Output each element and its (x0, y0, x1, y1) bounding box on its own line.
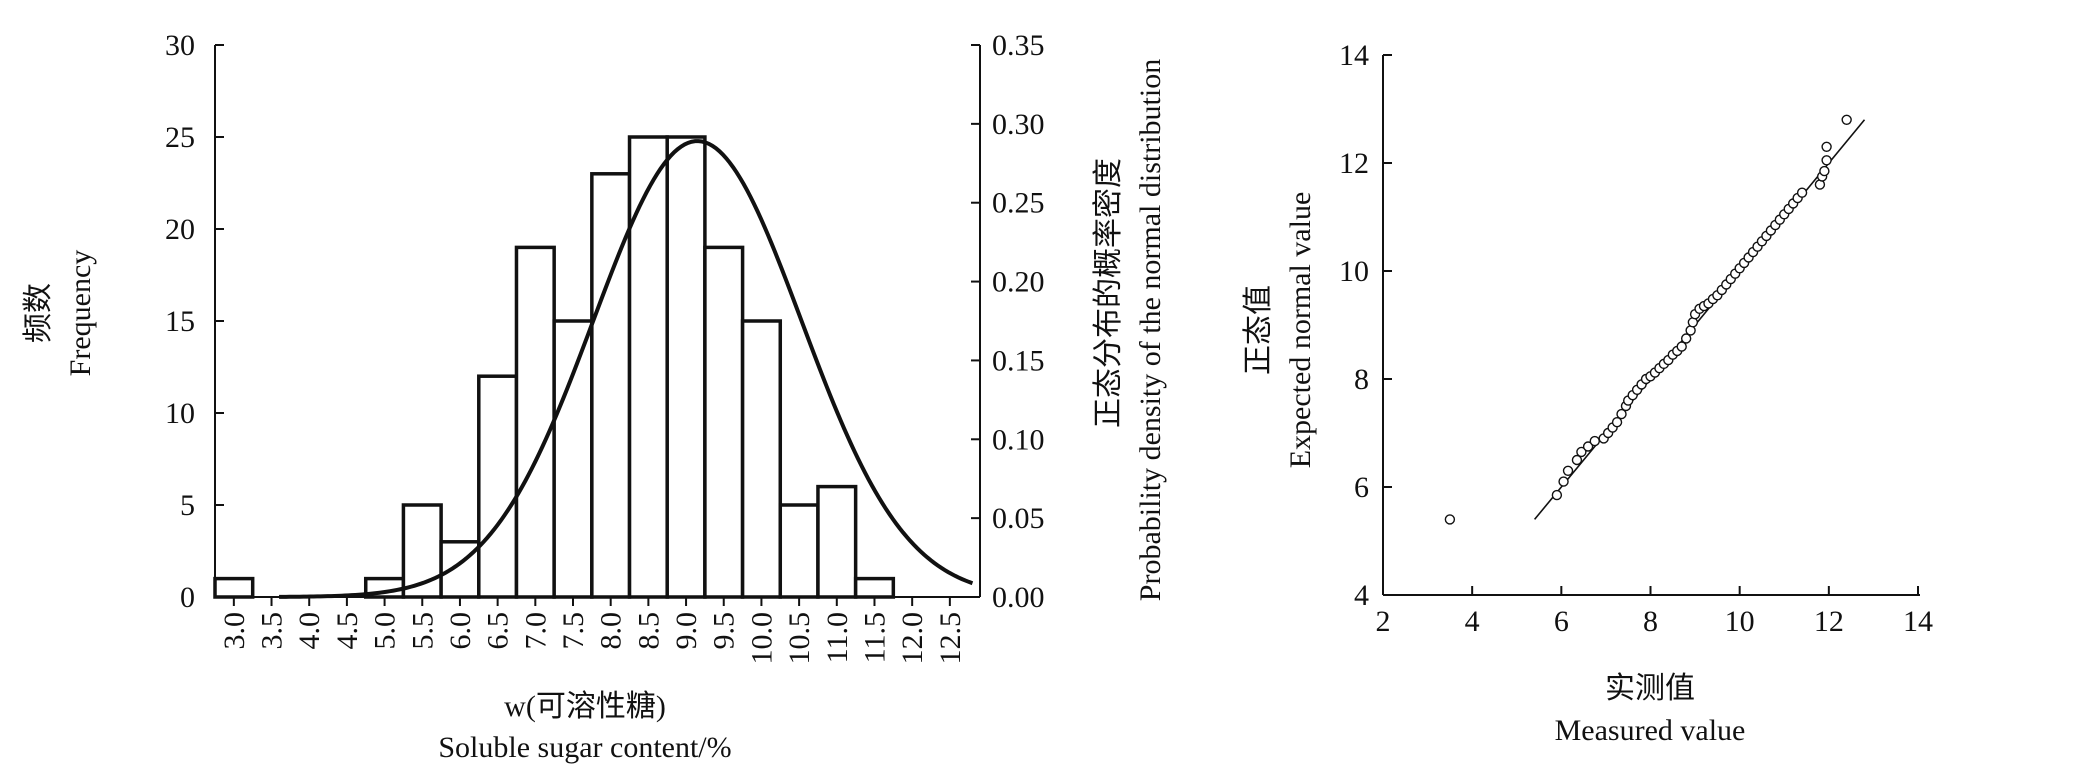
qq-point (1841, 114, 1852, 126)
histogram-bar (213, 576, 255, 599)
qq-point (1582, 441, 1594, 452)
qq-x-tick-label: 12 (1814, 605, 1844, 638)
histogram-left-tick-label: 30 (165, 29, 195, 62)
qq-y-tick-label: 12 (1339, 147, 1369, 180)
qq-point (1680, 333, 1692, 344)
histogram-bar (477, 374, 519, 599)
histogram-x-tick-label: 6.0 (444, 612, 477, 650)
qq-points (1444, 114, 1852, 525)
qq-x-tick-label: 4 (1465, 605, 1480, 638)
histogram-x-tick-label: 5.5 (406, 612, 439, 650)
histogram-x-tick-label: 6.5 (482, 612, 515, 650)
qq-point (1616, 408, 1627, 420)
histogram-x-tick-label: 8.5 (632, 612, 665, 650)
histogram-bars (213, 135, 896, 599)
histogram-bar (740, 319, 783, 599)
qq-x-tick-label: 10 (1725, 605, 1755, 638)
qq-point (1576, 446, 1587, 458)
histogram-x-tick-label: 9.0 (670, 612, 703, 650)
qq-point (1551, 489, 1563, 501)
histogram-bar (665, 135, 707, 599)
histogram-bar (853, 576, 896, 599)
qq-x-ticks: 2 4 6 8 10 12 14 (1376, 586, 1933, 638)
qq-y-tick-label: 6 (1354, 471, 1369, 504)
qq-x-title-zh: 实测值 (1605, 672, 1695, 705)
histogram-bar (514, 245, 556, 599)
histogram-chart: 0 5 10 15 20 25 30 0.00 0.05 0.10 0.15 0.20 0.25 0.3… (22, 29, 1167, 764)
histogram-left-tick-label: 20 (165, 213, 195, 246)
histogram-x-tick-label: 12.5 (934, 612, 967, 665)
qq-point (1821, 141, 1832, 153)
histogram-right-tick-label: 0.00 (992, 581, 1045, 614)
qq-y-tick-label: 8 (1354, 363, 1369, 396)
normal-distribution-curve (279, 139, 974, 599)
histogram-y2-title-en: Probability density of the normal distri… (1134, 59, 1167, 601)
qq-y-tick-label: 10 (1339, 255, 1369, 288)
histogram-right-tick-label: 0.25 (992, 187, 1045, 220)
histogram-y-title-en: Frequency (64, 250, 97, 377)
histogram-y2-title-zh: 正态分布的概率密度 (1092, 158, 1125, 428)
histogram-right-tick-label: 0.30 (992, 108, 1045, 141)
histogram-x-title-en: Soluble sugar content/% (438, 731, 731, 764)
qq-x-tick-label: 6 (1554, 605, 1569, 638)
histogram-x-tick-label: 3.0 (218, 612, 251, 650)
histogram-left-tick-label: 5 (180, 489, 195, 522)
histogram-bar (552, 319, 594, 599)
qq-point (1796, 187, 1808, 198)
qq-point (1589, 435, 1600, 447)
qq-point (1444, 514, 1456, 525)
qq-point (1611, 417, 1623, 428)
histogram-y-title-zh: 频数 (22, 283, 55, 343)
histogram-x-tick-label: 11.0 (821, 612, 854, 663)
qq-y-ticks: 4 6 8 10 12 14 (1339, 39, 1392, 612)
qq-reference-line (1533, 119, 1866, 520)
histogram-x-tick-label: 4.0 (293, 612, 326, 650)
qq-point (1821, 155, 1832, 166)
histogram-x-tick-label: 10.5 (783, 612, 816, 665)
histogram-x-ticks: 3.0 3.5 4.0 4.5 5.0 5.5 6.0 6.5 7.0 7.5 8.0 8.5 9.0 9… (218, 597, 967, 665)
histogram-x-tick-label: 5.0 (369, 612, 402, 650)
histogram-x-tick-label: 7.5 (557, 612, 590, 650)
qq-y-tick-label: 14 (1339, 39, 1369, 72)
qq-point (1676, 341, 1687, 352)
qq-y-title-zh: 正态值 (1242, 285, 1275, 375)
histogram-x-tick-label: 10.0 (745, 612, 778, 665)
histogram-bar (778, 503, 820, 599)
histogram-x-tick-label: 9.5 (708, 612, 741, 650)
histogram-right-ticks: 0.00 0.05 0.10 0.15 0.20 0.25 0.30 0.35 (971, 29, 1045, 614)
histogram-left-tick-label: 0 (180, 581, 195, 614)
qq-y-tick-label: 4 (1354, 579, 1369, 612)
histogram-left-tick-label: 10 (165, 397, 195, 430)
qq-point (1571, 454, 1583, 466)
histogram-x-tick-label: 12.0 (896, 612, 929, 665)
histogram-x-tick-label: 7.0 (519, 612, 552, 650)
histogram-x-tick-label: 4.5 (331, 612, 364, 650)
qq-point (1558, 476, 1569, 487)
histogram-left-tick-label: 15 (165, 305, 195, 338)
qq-x-tick-label: 8 (1643, 605, 1658, 638)
qq-point (1562, 465, 1574, 476)
histogram-right-tick-label: 0.15 (992, 344, 1045, 377)
qq-x-tick-label: 14 (1903, 605, 1933, 638)
histogram-bar (703, 245, 745, 599)
histogram-right-tick-label: 0.05 (992, 502, 1045, 535)
qq-x-tick-label: 2 (1376, 605, 1391, 638)
histogram-left-tick-label: 25 (165, 121, 195, 154)
histogram-x-tick-label: 8.0 (595, 612, 628, 650)
qq-y-title-en: Expected normal value (1284, 192, 1317, 469)
histogram-bar (401, 503, 443, 599)
qq-point (1819, 165, 1830, 177)
histogram-right-tick-label: 0.10 (992, 423, 1045, 456)
histogram-x-title-zh: w(可溶性糖) (504, 690, 666, 723)
histogram-bar (627, 135, 669, 599)
histogram-x-tick-label: 3.5 (256, 612, 289, 650)
histogram-x-tick-label: 11.5 (858, 612, 891, 663)
qq-x-title-en: Measured value (1555, 714, 1746, 747)
histogram-right-tick-label: 0.20 (992, 266, 1045, 299)
histogram-bar (816, 484, 858, 599)
histogram-right-tick-label: 0.35 (992, 29, 1045, 62)
histogram-left-ticks: 0 5 10 15 20 25 30 (165, 29, 224, 614)
